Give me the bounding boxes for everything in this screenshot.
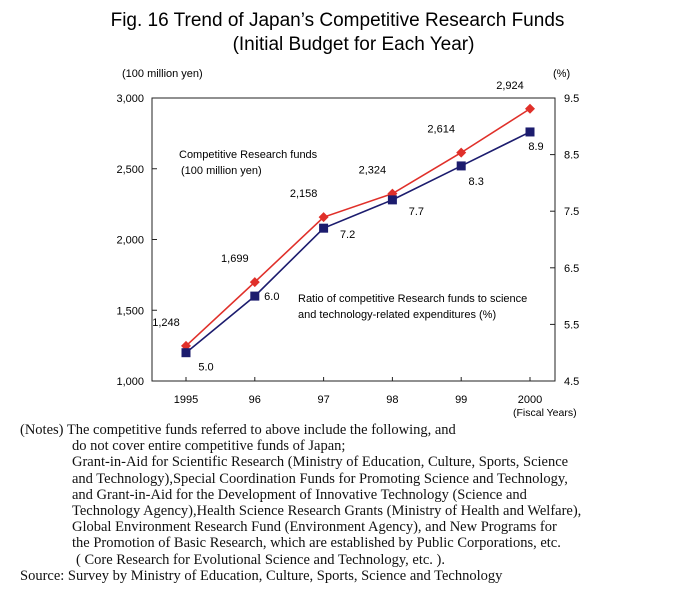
chart-title-line1: Fig. 16 Trend of Japan’s Competitive Res… <box>110 10 565 31</box>
funds-point <box>249 277 260 288</box>
notes-line: do not cover entire competitive funds of… <box>72 438 346 455</box>
plot-area: 1,000 1,500 2,000 2,500 3,000 4.5 5.5 6.5 7.5 8.5… <box>116 80 579 406</box>
x-tick-label: 99 <box>455 394 467 406</box>
ratio-series-line <box>185 131 531 354</box>
ratio-series-label: Ratio of competitive Research funds to s… <box>298 293 527 305</box>
notes-line: ( Core Research for Evolutional Science … <box>76 551 446 568</box>
ratio-data-label: 8.9 <box>528 141 543 153</box>
funds-data-label: 2,324 <box>359 165 387 177</box>
funds-series-line <box>185 108 531 347</box>
funds-data-label: 2,614 <box>427 124 455 136</box>
right-tick-label: 9.5 <box>564 93 579 105</box>
funds-point <box>318 212 329 223</box>
x-tick-label: 2000 <box>518 394 542 406</box>
funds-data-label: 2,158 <box>290 188 318 200</box>
ratio-data-label: 7.2 <box>340 229 355 241</box>
ratio-data-label: 7.7 <box>409 206 424 218</box>
right-axis-unit: (%) <box>553 68 570 80</box>
x-axis-unit: (Fiscal Years) <box>513 407 577 419</box>
chart-svg: 1,000 1,500 2,000 2,500 3,000 4.5 5.5 6.5 7.5 8.5… <box>116 68 579 419</box>
x-tick-label: 97 <box>317 394 329 406</box>
right-tick-label: 5.5 <box>564 319 579 331</box>
notes-line: Technology Agency),Health Science Resear… <box>72 503 582 520</box>
notes-line: and Grant-in-Aid for the Development of … <box>72 486 527 503</box>
source-line: Source: Survey by Ministry of Education,… <box>20 567 503 584</box>
funds-data-label: 2,924 <box>496 80 524 92</box>
left-tick-label: 1,000 <box>116 376 144 388</box>
right-tick-label: 8.5 <box>564 150 579 162</box>
notes-block: (Notes) The competitive funds referred t… <box>20 422 670 584</box>
ratio-point <box>525 127 535 137</box>
left-tick-label: 2,500 <box>116 164 144 176</box>
x-tick-label: 98 <box>386 394 398 406</box>
ratio-series-label-line2: and technology-related expenditures (%) <box>298 309 496 321</box>
ratio-point <box>387 195 397 205</box>
funds-series-label: Competitive Research funds <box>179 149 318 161</box>
funds-point <box>525 103 535 114</box>
ratio-point <box>319 223 329 233</box>
ratio-point <box>456 161 466 171</box>
notes-line: Grant-in-Aid for Scientific Research (Mi… <box>72 454 569 471</box>
notes-line: (Notes) The competitive funds referred t… <box>20 422 456 438</box>
right-tick-label: 4.5 <box>564 376 579 388</box>
ratio-data-label: 6.0 <box>264 291 279 303</box>
left-tick-label: 3,000 <box>116 93 144 105</box>
ratio-point <box>250 291 260 301</box>
left-tick-label: 2,000 <box>116 235 144 247</box>
notes-line: Global Environment Research Fund (Enviro… <box>72 519 557 536</box>
ratio-point <box>181 348 191 358</box>
ratio-data-label: 8.3 <box>469 176 484 188</box>
chart-title-line2: (Initial Budget for Each Year) <box>232 34 475 55</box>
funds-data-label: 1,699 <box>221 253 249 265</box>
notes-line: the Promotion of Basic Research, which a… <box>72 535 561 552</box>
funds-point <box>456 147 467 158</box>
funds-series-label-unit: (100 million yen) <box>181 165 262 177</box>
left-tick-label: 1,500 <box>116 305 144 317</box>
x-tick-label: 1995 <box>174 394 198 406</box>
right-tick-label: 7.5 <box>564 206 579 218</box>
left-axis-unit: (100 million yen) <box>122 68 203 80</box>
funds-data-label: 1,248 <box>152 317 180 329</box>
ratio-data-label: 5.0 <box>198 362 213 374</box>
right-tick-label: 6.5 <box>564 263 579 275</box>
notes-line: and Technology),Special Coordination Fun… <box>72 470 568 487</box>
x-tick-label: 96 <box>249 394 261 406</box>
